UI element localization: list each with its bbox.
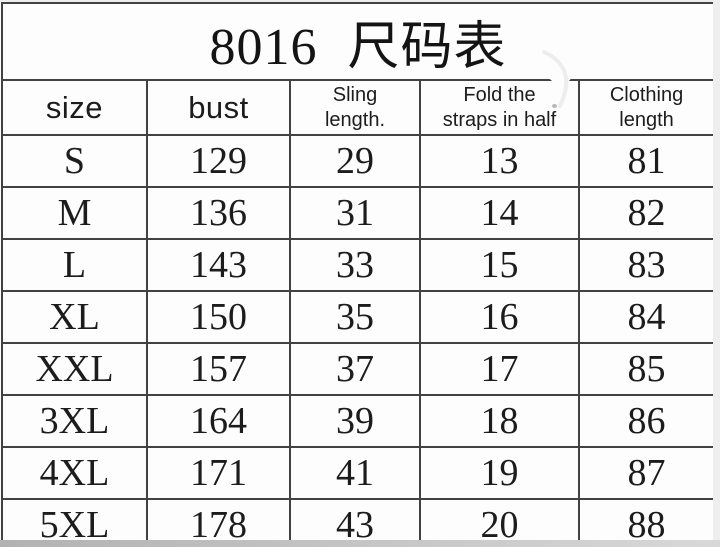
- bust-value: 164: [146, 394, 291, 448]
- bust-value: 171: [146, 446, 291, 500]
- sling-length-value: 29: [289, 134, 421, 188]
- clothing-length-value: 87: [577, 446, 716, 500]
- page-edge-bottom: [0, 540, 720, 547]
- col-header-bust-label: bust: [188, 89, 249, 125]
- size-label: XXL: [1, 342, 148, 396]
- noise-dot: [552, 104, 557, 108]
- size-label: M: [1, 186, 148, 240]
- col-header-bust: bust: [146, 79, 291, 136]
- clothing-length-value: 82: [577, 186, 716, 240]
- fold-straps-value: 20: [419, 498, 580, 547]
- size-label: L: [1, 238, 148, 292]
- size-label: S: [1, 134, 148, 188]
- col-header-sling-length: Sling length.: [289, 79, 421, 136]
- sling-length-value: 35: [289, 290, 421, 344]
- table-row-xl: XL 150 35 16 84: [1, 290, 716, 344]
- clothing-length-value: 85: [577, 342, 716, 396]
- fold-straps-value: 17: [419, 342, 580, 396]
- fold-straps-value: 16: [419, 290, 580, 344]
- page-edge-right: [713, 0, 720, 547]
- clothing-length-value: 88: [577, 498, 716, 547]
- chart-title: 8016 尺码表: [0, 2, 716, 81]
- size-label: 3XL: [1, 394, 148, 448]
- col-header-size: size: [1, 79, 148, 136]
- table-row-xxl: XXL 157 37 17 85: [1, 342, 716, 396]
- header-row: size bust Sling length. Fold the straps …: [1, 79, 716, 136]
- size-label: 4XL: [1, 446, 148, 500]
- bust-value: 157: [146, 342, 291, 396]
- bust-value: 136: [146, 186, 291, 240]
- col-header-clothing-length: Clothing length: [577, 79, 716, 136]
- bust-value: 129: [146, 134, 291, 188]
- bust-value: 178: [146, 498, 291, 547]
- clothing-length-value: 81: [577, 134, 716, 188]
- bust-value: 150: [146, 290, 291, 344]
- bust-value: 143: [146, 238, 291, 292]
- table-row-m: M 136 31 14 82: [1, 186, 716, 240]
- sling-length-value: 43: [289, 498, 421, 547]
- fold-straps-value: 15: [419, 238, 580, 292]
- sling-length-value: 31: [289, 186, 421, 240]
- fold-straps-value: 19: [419, 446, 580, 500]
- clothing-length-value: 86: [577, 394, 716, 448]
- sling-length-value: 39: [289, 394, 421, 448]
- table-row-3xl: 3XL 164 39 18 86: [1, 394, 716, 448]
- title-row: 8016 尺码表: [0, 2, 716, 81]
- sling-length-value: 37: [289, 342, 421, 396]
- fold-straps-value: 18: [419, 394, 580, 448]
- table-row-s: S 129 29 13 81: [1, 134, 716, 188]
- col-header-size-label: size: [45, 89, 104, 125]
- table-row-5xl: 5XL 178 43 20 88: [1, 498, 716, 547]
- clothing-length-value: 84: [577, 290, 716, 344]
- sling-length-value: 41: [289, 446, 421, 500]
- page-edge-top: [0, 0, 720, 2]
- table-row-l: L 143 33 15 83: [1, 238, 716, 292]
- clothing-length-value: 83: [577, 238, 716, 292]
- size-label: 5XL: [1, 498, 148, 547]
- fold-straps-value: 13: [419, 134, 580, 188]
- fold-straps-value: 14: [419, 186, 580, 240]
- size-label: XL: [1, 290, 148, 344]
- sling-length-value: 33: [289, 238, 421, 292]
- table-row-4xl: 4XL 171 41 19 87: [1, 446, 716, 500]
